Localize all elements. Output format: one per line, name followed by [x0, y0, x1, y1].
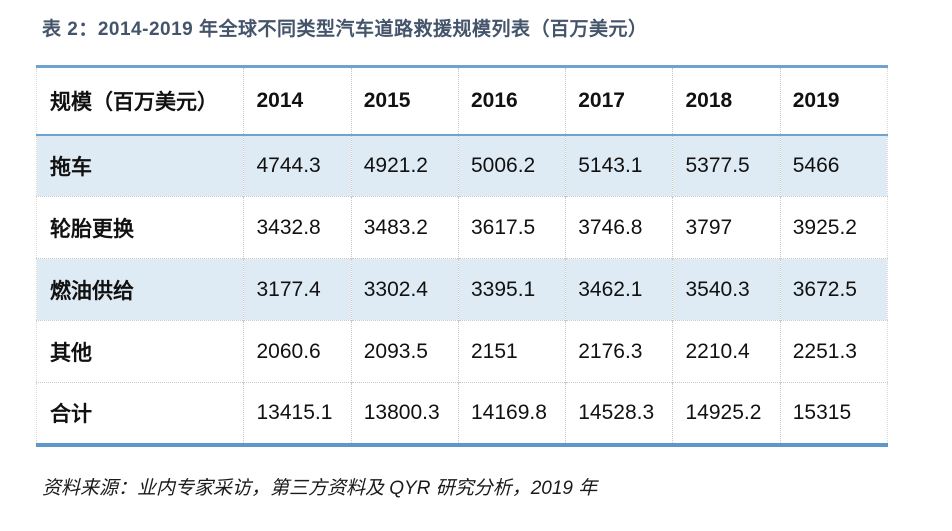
- table-cell: 2251.3: [779, 320, 888, 383]
- table-cell: 2176.3: [565, 320, 673, 383]
- table-cell: 3395.1: [457, 258, 566, 321]
- table-cell: 5377.5: [672, 134, 781, 197]
- table-cell: 14169.8: [457, 382, 566, 445]
- table-cell: 13800.3: [350, 382, 459, 445]
- table-cell: 5466: [779, 134, 888, 197]
- source-note: 资料来源：业内专家采访，第三方资料及 QYR 研究分析，2019 年: [42, 477, 598, 499]
- column-header-2016: 2016: [457, 66, 566, 136]
- table-title: 表 2：2014-2019 年全球不同类型汽车道路救援规模列表（百万美元）: [42, 19, 648, 40]
- column-header-2017: 2017: [565, 66, 673, 136]
- table-row-towing: 拖车 4744.3 4921.2 5006.2 5143.1 5377.5 54…: [36, 134, 888, 197]
- table-cell: 2210.4: [672, 320, 781, 383]
- table-cell: 3672.5: [779, 258, 888, 321]
- column-header-2018: 2018: [672, 66, 781, 136]
- table-cell: 3540.3: [672, 258, 781, 321]
- table-cell: 3177.4: [243, 258, 352, 321]
- row-label: 拖车: [36, 134, 244, 197]
- table-cell: 2093.5: [350, 320, 459, 383]
- column-header-2014: 2014: [243, 66, 352, 136]
- table-cell: 3797: [672, 196, 781, 259]
- table-cell: 3432.8: [243, 196, 352, 259]
- table-cell: 3483.2: [350, 196, 459, 259]
- table-cell: 3462.1: [565, 258, 673, 321]
- data-table: 规模（百万美元） 2014 2015 2016 2017 2018 2019 拖…: [36, 65, 888, 447]
- table-cell: 2151: [457, 320, 566, 383]
- row-label: 轮胎更换: [36, 196, 244, 259]
- column-header-scale: 规模（百万美元）: [36, 66, 244, 136]
- table-cell: 4744.3: [243, 134, 352, 197]
- row-label: 其他: [36, 320, 244, 383]
- row-label: 合计: [36, 382, 244, 445]
- table-row-other: 其他 2060.6 2093.5 2151 2176.3 2210.4 2251…: [36, 320, 888, 383]
- table-cell: 5143.1: [565, 134, 673, 197]
- table-cell: 3746.8: [565, 196, 673, 259]
- row-label: 燃油供给: [36, 258, 244, 321]
- table-cell: 4921.2: [350, 134, 459, 197]
- table-cell: 3617.5: [457, 196, 566, 259]
- table-cell: 3925.2: [779, 196, 888, 259]
- column-header-2015: 2015: [350, 66, 459, 136]
- table-cell: 14528.3: [565, 382, 673, 445]
- table-cell: 13415.1: [243, 382, 352, 445]
- table-cell: 3302.4: [350, 258, 459, 321]
- table-row-tire-change: 轮胎更换 3432.8 3483.2 3617.5 3746.8 3797 39…: [36, 196, 888, 259]
- table-cell: 15315: [779, 382, 888, 445]
- table-cell: 5006.2: [457, 134, 566, 197]
- column-header-2019: 2019: [779, 66, 888, 136]
- table-cell: 2060.6: [243, 320, 352, 383]
- table-cell: 14925.2: [672, 382, 781, 445]
- table-row-total: 合计 13415.1 13800.3 14169.8 14528.3 14925…: [36, 382, 888, 445]
- table-row-fuel-supply: 燃油供给 3177.4 3302.4 3395.1 3462.1 3540.3 …: [36, 258, 888, 321]
- table-header-row: 规模（百万美元） 2014 2015 2016 2017 2018 2019: [36, 66, 888, 136]
